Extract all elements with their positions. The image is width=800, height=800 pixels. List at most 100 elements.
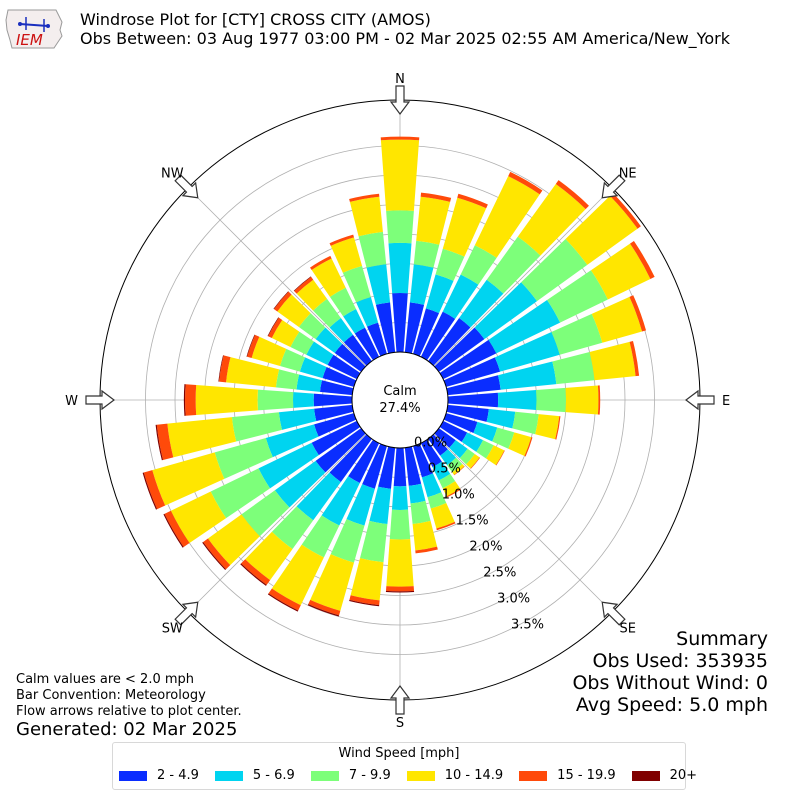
windrose-bar-segment: [346, 484, 375, 526]
windrose-bar-segment: [163, 513, 184, 548]
windrose-bar-segment: [524, 437, 533, 457]
windrose-bar-segment: [142, 472, 158, 510]
windrose-bar-segment: [427, 492, 447, 509]
windrose-bar-segment: [247, 334, 260, 359]
summary-heading: Summary: [676, 628, 768, 650]
windrose-bar-segment: [298, 313, 326, 340]
windrose-bar-segment: [591, 296, 643, 343]
windrose-bar-segment: [494, 331, 560, 372]
windrose-bar-segment: [306, 341, 334, 365]
windrose-bar-segment: [385, 590, 415, 593]
radial-gridline: [399, 399, 613, 613]
windrose-bar-segment: [388, 242, 412, 294]
windrose-bar-segment: [565, 195, 638, 265]
windrose-bar-segment: [319, 380, 354, 396]
direction-label: SW: [162, 622, 183, 637]
windrose-bar-segment: [442, 197, 487, 257]
windrose-bar-segment: [589, 341, 636, 381]
windrose-bar-segment: [311, 420, 361, 456]
legend-item: 2 - 4.9: [119, 768, 199, 783]
flow-arrow-shape: [685, 389, 715, 411]
legend-swatch: [119, 770, 147, 781]
windrose-bar-segment: [170, 491, 227, 544]
radial-tick-label: 0.5%: [428, 461, 461, 476]
windrose-bar-segment: [366, 264, 391, 305]
windrose-bar-segment: [432, 461, 451, 481]
windrose-bar-segment: [425, 274, 454, 314]
windrose-bar-segment: [329, 287, 356, 317]
windrose-bar-segment: [348, 439, 380, 484]
windrose-bar-segment: [313, 298, 341, 328]
radial-gridline: [399, 187, 613, 401]
radial-gridline: [187, 399, 401, 613]
direction-label: S: [396, 716, 404, 731]
windrose-bar-segment: [296, 472, 341, 521]
windrose-bar-segment: [271, 319, 300, 348]
windrose-bar-segment: [315, 327, 343, 353]
windrose-bar-segment: [301, 515, 340, 558]
windrose-bar-segment: [152, 452, 225, 506]
chart-subtitle: Obs Between: 03 Aug 1977 03:00 PM - 02 M…: [80, 29, 730, 48]
calm-circle: [351, 351, 449, 449]
windrose-bar-segment: [329, 234, 354, 246]
windrose-bar-segment: [609, 192, 641, 229]
windrose-bar-segment: [315, 428, 366, 473]
windrose-bar-segment: [392, 293, 408, 353]
windrose-bar-segment: [460, 245, 497, 285]
windrose-bar-segment: [521, 239, 588, 302]
windrose-bar-segment: [321, 476, 360, 526]
windrose-bar-segment: [349, 196, 383, 237]
radial-tick-label: 2.5%: [483, 566, 516, 581]
windrose-bar-segment: [267, 593, 299, 612]
windrose-bar-segment: [459, 448, 475, 465]
windrose-bar-segment: [404, 302, 425, 354]
flow-arrow-shape: [601, 174, 626, 199]
windrose-bar-segment: [435, 248, 465, 281]
summary-obs-used: Obs Used: 353935: [592, 650, 768, 672]
windrose-bar-segment: [488, 300, 561, 354]
windrose-bar-segment: [183, 384, 186, 416]
windrose-bar-segment: [258, 442, 319, 489]
windrose-bar-segment: [268, 317, 283, 339]
radial-tick-label: 3.0%: [497, 592, 530, 607]
windrose-chart: Calm 27.4% 0.0% 0.5% 1.0% 1.5% 2.0% 2.5% 3.0% 3.5…: [65, 72, 730, 731]
windrose-bar-segment: [267, 317, 279, 337]
windrose-bar-segment: [386, 539, 414, 587]
windrose-bar-segment: [231, 412, 282, 442]
windrose-bar-segment: [342, 265, 371, 303]
radial-tick-label: 1.0%: [442, 487, 475, 502]
flow-arrow-shape: [389, 685, 411, 715]
flow-arrow-icon: [174, 601, 199, 626]
radial-tick-label: 0.0%: [414, 435, 447, 450]
legend-label: 2 - 4.9: [157, 768, 199, 783]
windrose-bar-segment: [535, 414, 560, 440]
windrose-bar-segment: [343, 334, 372, 366]
direction-label: NE: [619, 166, 637, 181]
windrose-bar-segment: [590, 243, 651, 300]
windrose-bar-segment: [360, 520, 388, 563]
windrose-bar-segment: [349, 599, 380, 607]
windrose-bar-segment: [428, 318, 471, 366]
legend-items: 2 - 4.9 5 - 6.9 7 - 9.9 10 - 14.9 15 - 1…: [119, 768, 713, 783]
windrose-bar-segment: [385, 586, 415, 592]
windrose-bar-segment: [474, 176, 540, 258]
radial-tick-label: 3.5%: [511, 618, 544, 633]
windrose-bar-segment: [508, 171, 543, 195]
windrose-bar-segment: [428, 434, 448, 456]
legend-label: 7 - 9.9: [348, 768, 391, 783]
windrose-bar-segment: [446, 488, 461, 498]
windrose-bar-segment: [597, 385, 601, 415]
windrose-bar-segment: [486, 409, 516, 429]
legend-title: Wind Speed [mph]: [338, 746, 460, 761]
windrose-bar-segment: [293, 392, 314, 408]
windrose-bar-segment: [430, 502, 455, 529]
note-bar-convention: Bar Convention: Meteorology: [16, 688, 206, 703]
windrose-bar-segment: [327, 354, 361, 380]
windrose-bar-segment: [415, 546, 438, 554]
windrose-bar-segment: [412, 520, 438, 551]
windrose-bar-segment: [404, 446, 422, 486]
windrose-bar-segment: [434, 327, 485, 372]
windrose-bar-segment: [265, 424, 319, 458]
windrose-bar-segment: [314, 404, 354, 422]
windrose-bar-segment: [416, 196, 451, 245]
